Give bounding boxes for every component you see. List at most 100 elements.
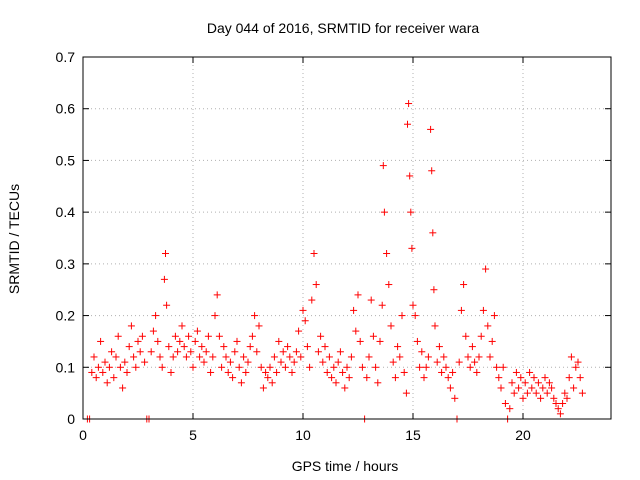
- data-point: [158, 363, 166, 371]
- data-point: [257, 363, 265, 371]
- y-tick-label: 0: [67, 411, 75, 427]
- data-point: [330, 363, 338, 371]
- data-point: [396, 353, 404, 361]
- data-point: [501, 399, 509, 407]
- data-point: [94, 363, 102, 371]
- data-point: [202, 348, 210, 356]
- data-point: [424, 353, 432, 361]
- data-point: [182, 353, 190, 361]
- data-point: [286, 353, 294, 361]
- data-point: [262, 368, 270, 376]
- data-point: [336, 348, 344, 356]
- data-point: [539, 384, 547, 392]
- data-point: [449, 368, 457, 376]
- data-point: [347, 353, 355, 361]
- data-point: [123, 368, 131, 376]
- data-point: [358, 363, 366, 371]
- data-point: [152, 312, 160, 320]
- data-point: [570, 384, 578, 392]
- data-point: [255, 322, 263, 330]
- data-point: [248, 332, 256, 340]
- data-point: [171, 332, 179, 340]
- data-point: [233, 337, 241, 345]
- data-point: [240, 353, 248, 361]
- data-point: [266, 363, 274, 371]
- data-point: [383, 250, 391, 258]
- data-point: [147, 348, 155, 356]
- data-point: [229, 374, 237, 382]
- data-point: [466, 363, 474, 371]
- data-point: [490, 312, 498, 320]
- data-point: [567, 353, 575, 361]
- data-point: [209, 353, 217, 361]
- data-point: [226, 358, 234, 366]
- data-point: [160, 275, 168, 283]
- data-point: [499, 363, 507, 371]
- data-point: [532, 389, 540, 397]
- data-point: [541, 374, 549, 382]
- data-point: [196, 353, 204, 361]
- data-point: [430, 286, 438, 294]
- data-point: [433, 358, 441, 366]
- y-tick-label: 0.5: [56, 152, 76, 168]
- data-point: [464, 353, 472, 361]
- data-point: [409, 301, 417, 309]
- data-point: [136, 348, 144, 356]
- data-point: [427, 125, 435, 133]
- data-point: [211, 312, 219, 320]
- data-point: [270, 353, 278, 361]
- data-point: [363, 374, 371, 382]
- data-point: [519, 394, 527, 402]
- data-point: [537, 394, 545, 402]
- data-point: [259, 384, 267, 392]
- data-point: [471, 358, 479, 366]
- plot-frame: [82, 56, 612, 420]
- data-point: [127, 322, 135, 330]
- data-point: [559, 399, 567, 407]
- data-point: [556, 410, 564, 418]
- data-point: [253, 348, 261, 356]
- data-point: [178, 322, 186, 330]
- data-point: [416, 363, 424, 371]
- data-point: [308, 296, 316, 304]
- data-point: [378, 301, 386, 309]
- data-point: [325, 353, 333, 361]
- data-point: [402, 389, 410, 397]
- data-point: [365, 353, 373, 361]
- data-point: [328, 374, 336, 382]
- data-point: [440, 353, 448, 361]
- data-point: [275, 337, 283, 345]
- data-point: [281, 363, 289, 371]
- data-point: [290, 358, 298, 366]
- data-point: [215, 332, 223, 340]
- data-point: [442, 363, 450, 371]
- data-point: [462, 332, 470, 340]
- data-point: [550, 394, 558, 402]
- data-point: [114, 332, 122, 340]
- data-point: [125, 343, 133, 351]
- x-tick-label: 20: [515, 427, 531, 443]
- data-point: [213, 291, 221, 299]
- data-point: [121, 358, 129, 366]
- data-point: [455, 358, 463, 366]
- data-point: [301, 317, 309, 325]
- data-point: [134, 337, 142, 345]
- data-point: [119, 384, 127, 392]
- data-point: [438, 368, 446, 376]
- data-point: [475, 353, 483, 361]
- data-point: [273, 368, 281, 376]
- data-point: [400, 368, 408, 376]
- data-point: [508, 379, 516, 387]
- data-point: [484, 322, 492, 330]
- data-point: [457, 306, 465, 314]
- data-point: [185, 332, 193, 340]
- y-tick-label: 0.3: [56, 256, 76, 272]
- data-point: [350, 306, 358, 314]
- data-point: [116, 363, 124, 371]
- data-point: [413, 337, 421, 345]
- data-point: [385, 281, 393, 289]
- data-point: [406, 172, 414, 180]
- data-point: [446, 384, 454, 392]
- data-point: [374, 379, 382, 387]
- data-point: [299, 306, 307, 314]
